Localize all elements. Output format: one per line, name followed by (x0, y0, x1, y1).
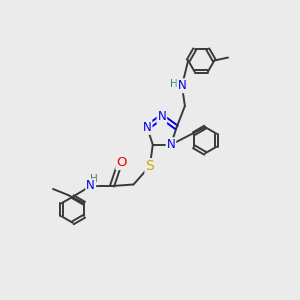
Text: N: N (143, 121, 152, 134)
Text: N: N (158, 110, 166, 123)
Text: S: S (146, 159, 154, 173)
Text: N: N (86, 179, 95, 193)
Text: O: O (116, 156, 127, 169)
Text: N: N (167, 138, 175, 151)
Text: N: N (178, 79, 186, 92)
Text: H: H (90, 174, 98, 184)
Text: H: H (170, 79, 178, 89)
